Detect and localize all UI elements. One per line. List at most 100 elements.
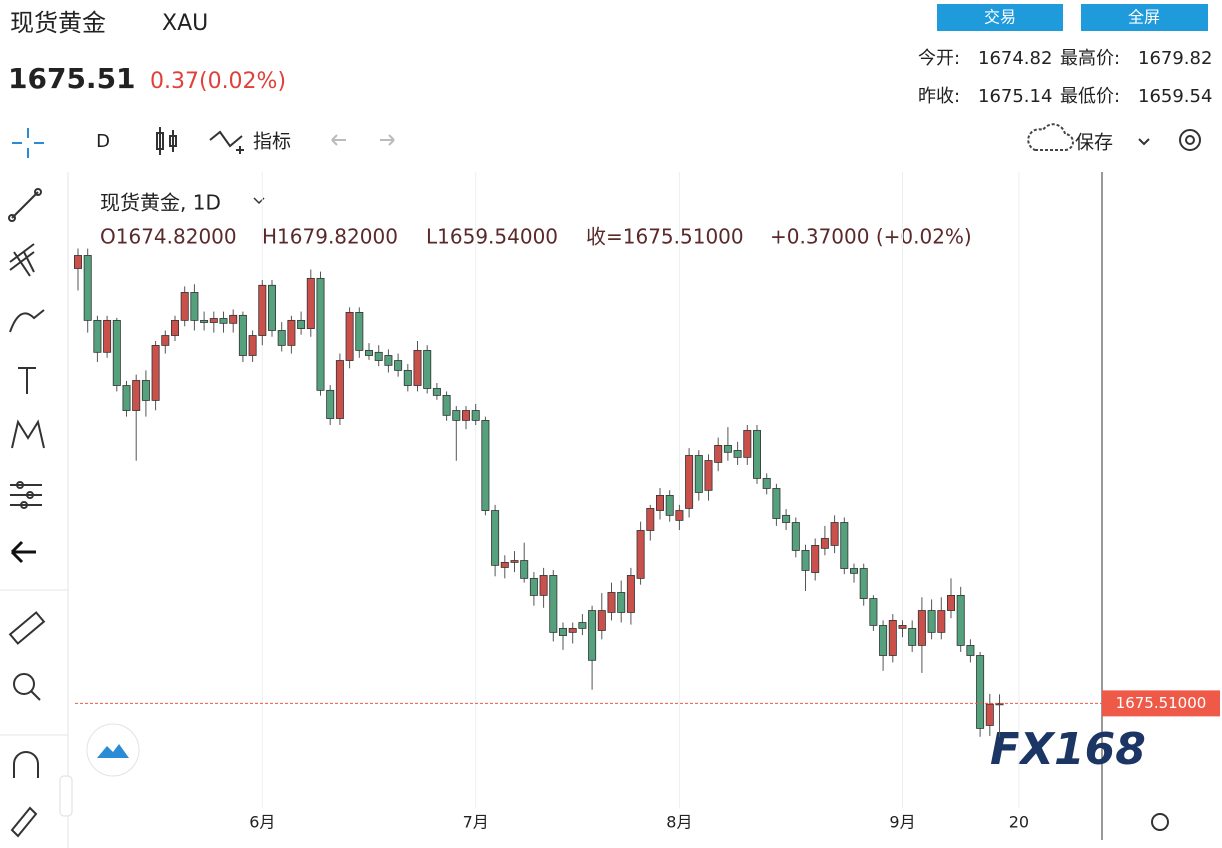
- candle-body: [782, 514, 791, 523]
- candle-body: [869, 598, 878, 626]
- candle-body: [471, 410, 480, 421]
- stat-label: 今开:: [918, 48, 960, 69]
- candle-body: [646, 508, 655, 531]
- candle-body: [985, 703, 994, 726]
- settings[interactable]: [1179, 129, 1201, 151]
- x-tick-label: 20: [1009, 813, 1029, 832]
- candle-body: [200, 319, 209, 323]
- cloud-icon[interactable]: [1027, 123, 1074, 151]
- fullscreen-button-label[interactable]: 全屏: [1128, 8, 1160, 27]
- candle-body: [384, 355, 393, 366]
- candle-body: [229, 314, 238, 324]
- indicators-button[interactable]: 指标: [253, 131, 291, 153]
- crosshair-tool[interactable]: [12, 128, 44, 158]
- undo-redo[interactable]: [331, 134, 395, 146]
- candle-body: [297, 319, 306, 329]
- candle-body: [607, 592, 616, 613]
- candle-body: [927, 610, 936, 633]
- candle-body: [694, 455, 703, 493]
- candle-body: [908, 627, 917, 646]
- candle-body: [442, 394, 451, 416]
- candle-body: [850, 568, 859, 574]
- candle-body: [733, 450, 742, 458]
- candle-body: [122, 385, 131, 411]
- candle-body: [74, 255, 83, 269]
- toolbar-collapse[interactable]: [59, 775, 73, 817]
- candle-body: [403, 369, 412, 386]
- interval-button[interactable]: D: [96, 131, 110, 152]
- chart-style-button[interactable]: [156, 127, 177, 155]
- stat-value: 1659.54: [1138, 86, 1212, 107]
- fullscreen-button[interactable]: [1081, 4, 1208, 31]
- candle-body: [93, 319, 102, 353]
- candle-body: [219, 318, 228, 324]
- instrument-symbol: XAU: [162, 11, 208, 36]
- candle-body: [180, 292, 189, 321]
- candle-body: [743, 430, 752, 458]
- candle-body: [103, 319, 112, 353]
- candle-body: [345, 312, 354, 361]
- legend-values: O1674.82000 H1679.82000 L1659.54000 收=16…: [100, 225, 972, 249]
- candle-body: [636, 530, 645, 579]
- candle-body: [830, 522, 839, 546]
- candle-body: [520, 560, 529, 579]
- candle-body: [258, 284, 267, 336]
- x-tick-label: 7月: [463, 813, 489, 832]
- drawing-tools[interactable]: [8, 188, 46, 838]
- x-tick-label: 8月: [666, 813, 692, 832]
- candle-body: [539, 575, 548, 596]
- candle-body: [665, 494, 674, 516]
- candle-body: [170, 319, 179, 336]
- candle-body: [151, 344, 160, 401]
- legend-name: 现货黄金, 1D: [100, 191, 221, 215]
- candle-body: [559, 627, 568, 636]
- trade-button-label[interactable]: 交易: [984, 8, 1016, 27]
- logo-badge[interactable]: [86, 723, 140, 777]
- candle-body: [452, 410, 461, 421]
- candle-body: [161, 335, 170, 346]
- candle-body: [820, 538, 829, 549]
- candle-body: [491, 510, 500, 566]
- indicator-icon[interactable]: [209, 130, 244, 154]
- candle-body: [141, 380, 150, 401]
- candle-body: [568, 627, 577, 633]
- candle-body: [461, 410, 470, 421]
- candle-body: [917, 610, 926, 646]
- candle-body: [83, 255, 92, 321]
- trade-button[interactable]: [937, 4, 1063, 31]
- stat-label: 最低价:: [1060, 86, 1120, 107]
- axis-settings[interactable]: [1151, 813, 1169, 831]
- legend-close: 收=1675.51000: [586, 225, 744, 249]
- instrument-title: 现货黄金: [10, 9, 106, 37]
- logo-icon: [97, 744, 129, 758]
- settings-center: [1185, 135, 1195, 145]
- stat-label: 最高价:: [1060, 48, 1120, 69]
- last-price-tag: [1102, 690, 1220, 717]
- legend-open: O1674.82000: [100, 225, 237, 249]
- candle-body: [316, 277, 325, 391]
- candle-body: [481, 419, 490, 511]
- candle-body: [112, 319, 121, 386]
- candle-body: [355, 312, 364, 351]
- legend-high: H1679.82000: [262, 225, 398, 249]
- watermark: FX168: [990, 724, 1146, 775]
- legend-change: +0.37000 (+0.02%): [770, 225, 972, 249]
- candle-body: [685, 455, 694, 509]
- save-button[interactable]: 保存: [1075, 132, 1113, 154]
- candle-body: [840, 522, 849, 569]
- candle-body: [209, 318, 218, 323]
- candle-body: [898, 625, 907, 629]
- candle-body: [762, 477, 771, 489]
- stat-value: 1679.82: [1138, 48, 1212, 69]
- candle-body: [597, 610, 606, 631]
- candle-body: [723, 444, 732, 453]
- candle-body: [267, 284, 276, 331]
- candle-body: [956, 595, 965, 646]
- last-price-label: 1675.51000: [1116, 694, 1207, 712]
- save-menu[interactable]: [1138, 138, 1150, 146]
- candle-body: [811, 545, 820, 573]
- candle-body: [947, 595, 956, 611]
- candle-body: [306, 277, 315, 329]
- candle-body: [335, 360, 344, 419]
